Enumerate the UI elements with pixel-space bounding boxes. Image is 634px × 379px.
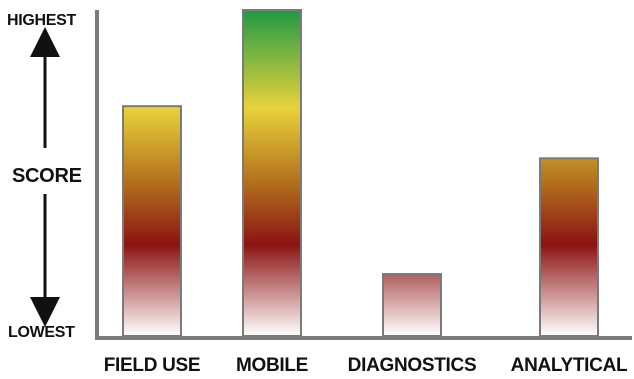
y-axis-bottom-label: LOWEST bbox=[8, 324, 75, 341]
bar-mobile bbox=[242, 9, 302, 337]
y-axis-label: SCORE bbox=[12, 165, 82, 187]
x-tick-label-field-use: FIELD USE bbox=[104, 355, 201, 376]
x-tick-label-mobile: MOBILE bbox=[236, 355, 308, 376]
x-tick-label-diagnostics: DIAGNOSTICS bbox=[348, 355, 477, 376]
bars-group bbox=[122, 9, 599, 337]
y-axis-top-label: HIGHEST bbox=[7, 12, 77, 29]
x-tick-labels: FIELD USE MOBILE DIAGNOSTICS ANALYTICAL bbox=[104, 355, 629, 376]
bar-field-use bbox=[122, 105, 182, 337]
bar-diagnostics bbox=[382, 273, 442, 337]
bar-analytical bbox=[539, 157, 599, 337]
x-tick-label-analytical: ANALYTICAL bbox=[511, 355, 628, 376]
